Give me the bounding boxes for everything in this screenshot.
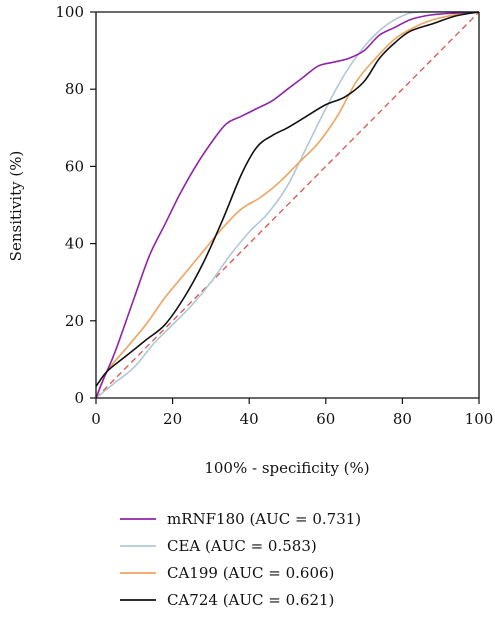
plot-area	[95, 10, 480, 399]
reference-diagonal-line	[95, 11, 480, 399]
series-line-ca724	[95, 11, 480, 387]
legend-label: CA199 (AUC = 0.606)	[167, 564, 334, 582]
y-axis-title: Sensitivity (%)	[7, 151, 25, 262]
legend-item-ca199: CA199 (AUC = 0.606)	[120, 564, 334, 582]
legend-label: mRNF180 (AUC = 0.731)	[167, 510, 361, 528]
axes: 0 20 40 60 80 100 0 20 40 60 80 100	[55, 3, 493, 428]
legend: mRNF180 (AUC = 0.731) CEA (AUC = 0.583) CA…	[120, 510, 361, 609]
series-line-mrnf180	[95, 11, 480, 399]
y-tick-label: 100	[55, 3, 84, 21]
x-axis-title: 100% - specificity (%)	[204, 459, 369, 477]
y-tick-label: 20	[65, 312, 84, 330]
y-tick-label: 60	[65, 157, 84, 175]
legend-item-ca724: CA724 (AUC = 0.621)	[120, 591, 334, 609]
legend-item-cea: CEA (AUC = 0.583)	[120, 537, 317, 555]
legend-label: CA724 (AUC = 0.621)	[167, 591, 334, 609]
legend-label: CEA (AUC = 0.583)	[167, 537, 317, 555]
x-tick-label: 100	[465, 410, 494, 428]
series-line-cea	[95, 10, 480, 399]
legend-item-mrnf180: mRNF180 (AUC = 0.731)	[120, 510, 361, 528]
y-tick-label: 0	[74, 389, 84, 407]
x-tick-label: 60	[316, 410, 335, 428]
x-tick-label: 80	[393, 410, 412, 428]
x-tick-label: 20	[163, 410, 182, 428]
y-tick-label: 80	[65, 80, 84, 98]
x-tick-label: 0	[91, 410, 101, 428]
series-line-ca199	[95, 11, 480, 399]
x-tick-label: 40	[240, 410, 259, 428]
y-tick-label: 40	[65, 235, 84, 253]
